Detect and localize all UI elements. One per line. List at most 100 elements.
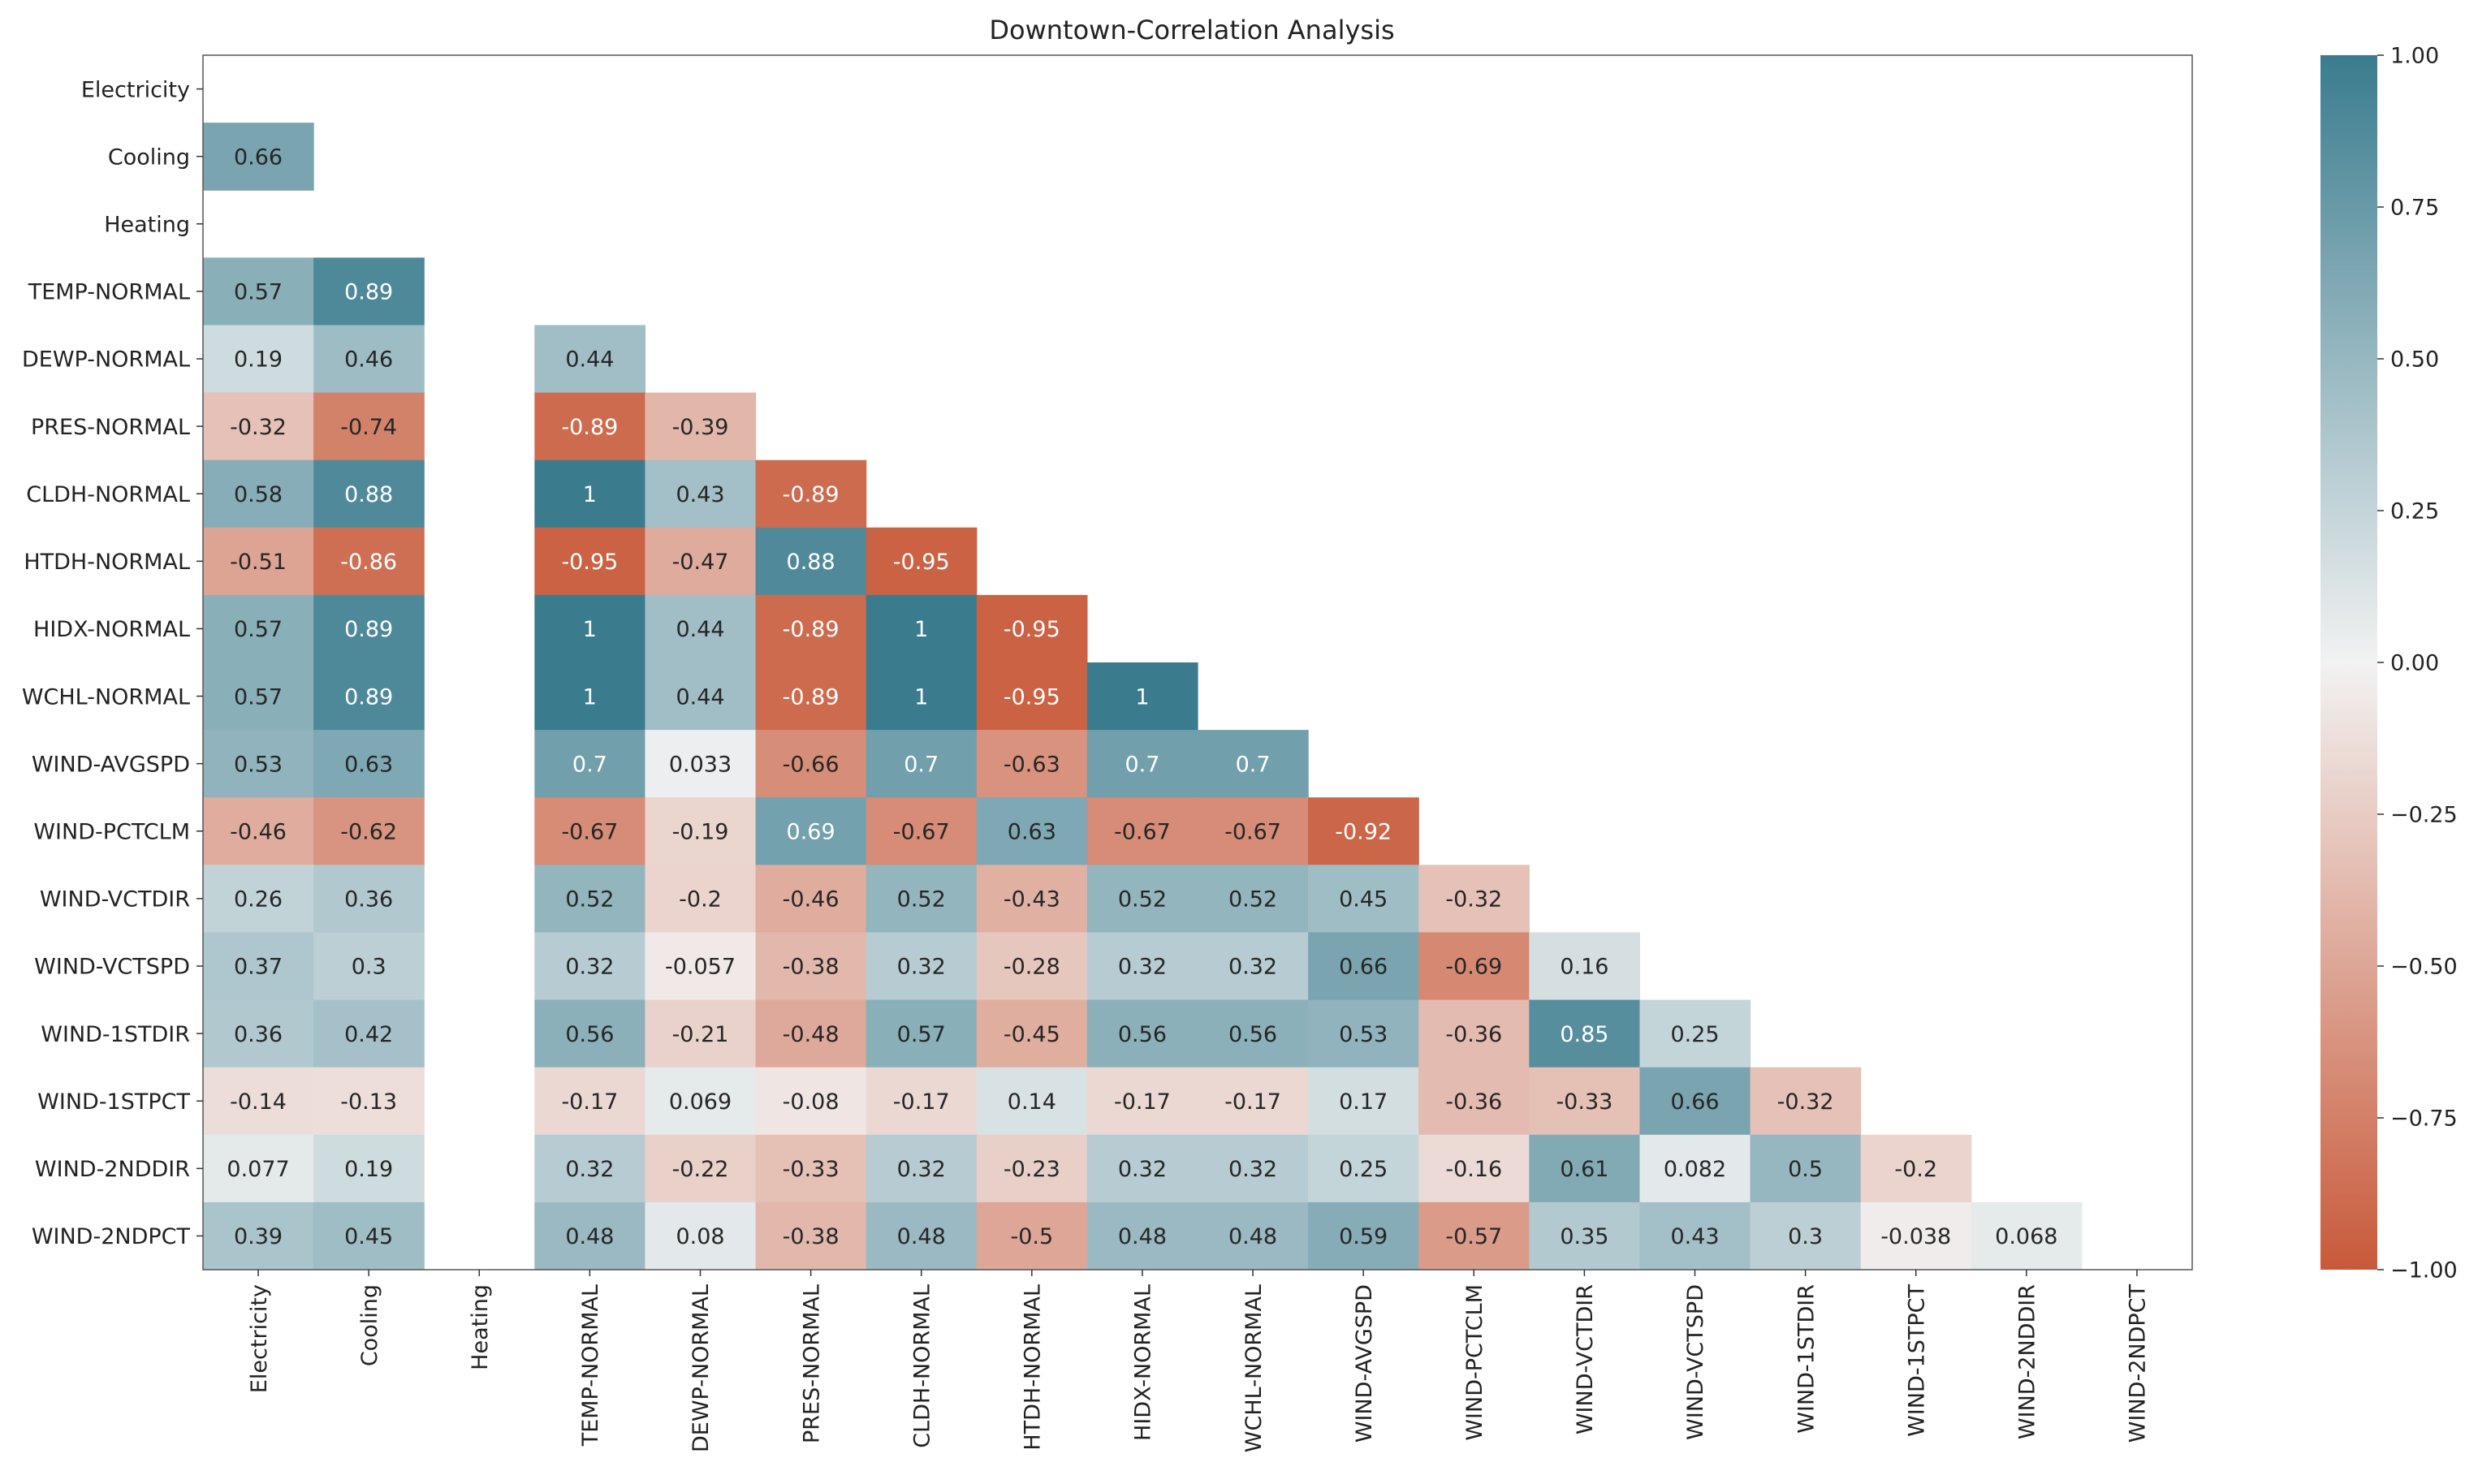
heatmap-cell (976, 1201, 1088, 1270)
cell-value-label: 0.59 (1339, 1224, 1388, 1249)
cell-value-label: 0.53 (234, 752, 283, 777)
x-axis-labels: Electricity Cooling Heating TEMP-NORMAL DEWP… (247, 1270, 2151, 1452)
heatmap-cell (313, 527, 425, 596)
plot-border (202, 54, 2193, 1270)
cell-value-label: 0.56 (565, 1022, 614, 1047)
heatmap-cell (1198, 999, 1309, 1068)
heatmap-cell (1198, 932, 1309, 1001)
heatmap-cell (755, 730, 867, 798)
heatmap-cell (534, 1201, 646, 1270)
cell-value-label: -0.32 (230, 415, 287, 440)
heatmap-cell (534, 392, 646, 461)
cell-value-label: -0.38 (783, 955, 840, 980)
cell-value-label: 0.63 (344, 752, 393, 777)
heatmap-cell (1308, 999, 1419, 1068)
heatmap-cell (203, 1201, 314, 1270)
y-tick-label: HIDX-NORMAL (33, 617, 190, 642)
cell-value-label: -0.21 (672, 1022, 729, 1047)
cell-value-label: 1 (583, 482, 597, 507)
cell-value-label: 0.69 (787, 820, 835, 845)
heatmap-cell (534, 459, 646, 528)
cell-value-label: 0.45 (1339, 887, 1388, 912)
cell-value-label: 0.66 (1670, 1089, 1719, 1115)
heatmap-cell (1198, 1067, 1309, 1136)
heatmap-cell (203, 392, 314, 461)
chart-title: Downtown-Correlation Analysis (989, 15, 1394, 45)
heatmap-cell (866, 932, 978, 1001)
cell-value-label: 0.89 (344, 617, 393, 642)
cell-value-label: 0.19 (234, 347, 283, 373)
heatmap-cell (203, 932, 314, 1001)
cell-value-label: -0.74 (340, 415, 397, 440)
cell-value-label: -0.89 (783, 617, 840, 642)
x-tick-label: WIND-1STDIR (1794, 1284, 1819, 1434)
cell-value-label: -0.38 (783, 1224, 840, 1249)
heatmap-cell (645, 392, 757, 461)
heatmap-cell (645, 865, 757, 934)
x-tick-label: WIND-1STPCT (1904, 1283, 1929, 1436)
colorbar-tick-label: 0.75 (2390, 196, 2439, 221)
heatmap-cell (1308, 1134, 1419, 1203)
cell-value-label: 0.32 (1228, 1157, 1277, 1182)
heatmap-cell (203, 662, 314, 731)
cell-value-label: 0.48 (1118, 1224, 1167, 1249)
heatmap-cell (1418, 999, 1530, 1068)
cell-value-label: 0.082 (1664, 1157, 1726, 1182)
cell-value-label: -0.057 (665, 955, 736, 980)
cell-value-label: 0.35 (1560, 1224, 1608, 1249)
cell-value-label: 0.56 (1118, 1022, 1167, 1047)
cell-value-label: 0.48 (1228, 1224, 1277, 1249)
cell-value-label: 0.57 (897, 1022, 946, 1047)
cell-value-label: -0.67 (1224, 820, 1281, 845)
heatmap-cell (534, 932, 646, 1001)
x-tick-label: WIND-2NDDIR (2015, 1284, 2040, 1439)
y-tick-label: WIND-2NDDIR (35, 1157, 190, 1182)
cell-value-label: 0.52 (897, 887, 946, 912)
heatmap-cell (755, 527, 867, 596)
heatmap-cell (1086, 662, 1198, 731)
cell-value-label: -0.2 (1894, 1157, 1937, 1182)
cell-value-label: -0.48 (783, 1022, 840, 1047)
heatmap-cell (1198, 797, 1309, 865)
cell-value-label: 1 (914, 684, 928, 710)
heatmap-cell (313, 730, 425, 798)
heatmap-cell (1529, 1201, 1641, 1270)
cell-value-label: 0.39 (234, 1224, 283, 1249)
cell-value-label: -0.51 (230, 550, 287, 575)
heatmap-cell (976, 662, 1088, 731)
cell-value-label: -0.038 (1880, 1224, 1951, 1249)
heatmap-cell (1750, 1134, 1862, 1203)
heatmap-cell (203, 257, 314, 326)
heatmap-cell (645, 662, 757, 731)
cell-value-label: 0.57 (234, 617, 283, 642)
heatmap-cell (534, 527, 646, 596)
heatmap-cell (1308, 932, 1419, 1001)
x-tick-label: WCHL-NORMAL (1241, 1284, 1267, 1452)
cell-value-label: 0.068 (1995, 1224, 2057, 1249)
cell-value-label: 0.45 (344, 1224, 393, 1249)
heatmap-cell (866, 797, 978, 865)
cell-value-label: -0.95 (561, 550, 618, 575)
heatmap-cell (203, 459, 314, 528)
heatmap-cell (313, 797, 425, 865)
cell-value-label: 0.57 (234, 684, 283, 710)
heatmap-cell (866, 865, 978, 934)
cell-value-label: -0.67 (1114, 820, 1171, 845)
heatmap-cell (645, 1067, 757, 1136)
cell-value-label: -0.5 (1010, 1224, 1053, 1249)
cell-value-label: 0.25 (1339, 1157, 1388, 1182)
heatmap-cell (1198, 730, 1309, 798)
y-tick-label: WIND-PCTCLM (33, 820, 190, 845)
cell-value-label: 1 (583, 617, 597, 642)
cell-value-label: -0.47 (672, 550, 729, 575)
heatmap-cell (1086, 797, 1198, 865)
cell-value-label: 0.17 (1339, 1089, 1388, 1115)
heatmap-cell (534, 662, 646, 731)
x-tick-label: HIDX-NORMAL (1131, 1284, 1156, 1441)
heatmap-cell (645, 1134, 757, 1203)
cell-value-label: -0.32 (1777, 1089, 1834, 1115)
cell-value-label: -0.36 (1445, 1022, 1502, 1047)
heatmap-cell (976, 730, 1088, 798)
heatmap-cell (755, 662, 867, 731)
colorbar-tick-label: 0.25 (2390, 499, 2439, 524)
